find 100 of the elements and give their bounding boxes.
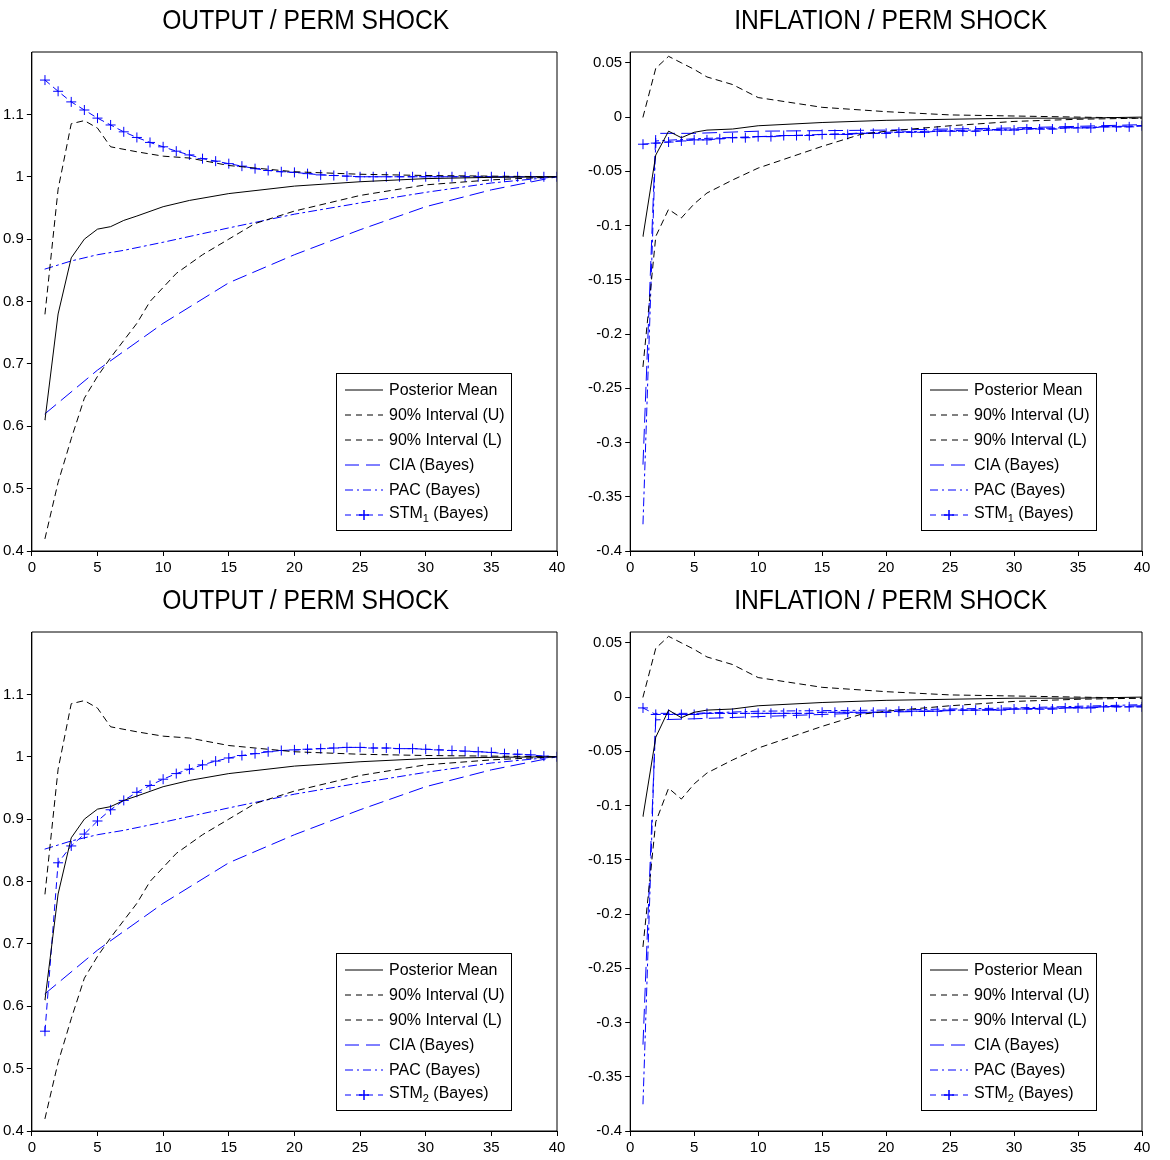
x-tick-label: 5: [689, 558, 699, 576]
y-tick-label: 0.4: [2, 1121, 24, 1139]
x-tick-label: 10: [154, 558, 172, 576]
y-tick-label: 0.9: [2, 809, 24, 827]
x-tick-label: 20: [877, 1138, 895, 1156]
x-tick-label: 40: [1133, 558, 1151, 576]
x-tick-label: 35: [483, 558, 500, 576]
y-tick-label: -0.15: [587, 269, 623, 287]
y-tick-label: -0.3: [596, 1012, 623, 1030]
y-tick-label: 0: [613, 687, 623, 705]
legend-label: CIA (Bayes): [389, 1035, 475, 1054]
x-tick-label: 25: [351, 558, 369, 576]
x-tick-label: 35: [483, 1138, 500, 1156]
legend-label: CIA (Bayes): [974, 1035, 1060, 1054]
legend-label: 90% Interval (L): [974, 430, 1087, 449]
y-tick-label: 1.1: [2, 104, 24, 122]
x-tick-label: 0: [626, 1138, 635, 1156]
x-tick-label: 5: [689, 1138, 699, 1156]
y-tick-label: 0.8: [2, 291, 24, 309]
y-tick-label: -0.2: [596, 324, 623, 342]
x-tick-label: 40: [1133, 1138, 1151, 1156]
y-tick-label: 0.05: [592, 632, 623, 650]
y-tick-label: 0.6: [2, 996, 24, 1014]
x-tick-label: 0: [27, 558, 37, 576]
chart-title: OUTPUT / PERM SHOCK: [161, 583, 451, 617]
legend-label: CIA (Bayes): [974, 455, 1060, 474]
y-tick-label: -0.25: [587, 958, 623, 976]
legend-label: STM$_{2}$ (Bayes): [389, 1084, 489, 1105]
x-tick-label: 25: [941, 1138, 959, 1156]
x-tick-label: 20: [286, 558, 303, 576]
y-tick-label: -0.2: [596, 904, 623, 922]
y-tick-label: 0.7: [2, 354, 24, 372]
y-tick-label: -0.15: [587, 849, 623, 867]
x-tick-label: 30: [1005, 1138, 1023, 1156]
x-tick-label: 30: [1005, 558, 1023, 576]
y-tick-label: 1.1: [2, 684, 24, 702]
x-tick-label: 15: [813, 558, 831, 576]
y-tick-label: -0.3: [596, 432, 623, 450]
legend-label: 90% Interval (U): [974, 405, 1090, 424]
x-tick-label: 15: [813, 1138, 831, 1156]
y-tick-label: 1: [15, 746, 24, 764]
y-tick-label: -0.25: [587, 378, 623, 396]
legend-label: PAC (Bayes): [974, 1060, 1066, 1079]
legend-label: STM$_{2}$ (Bayes): [974, 1084, 1074, 1105]
legend-label: 90% Interval (L): [974, 1010, 1087, 1029]
legend-label: STM$_{1}$ (Bayes): [974, 504, 1074, 525]
legend-label: Posterior Mean: [389, 960, 498, 979]
x-tick-label: 25: [351, 1138, 369, 1156]
y-tick-label: 0.5: [2, 1058, 24, 1076]
x-tick-label: 20: [286, 1138, 303, 1156]
legend-label: PAC (Bayes): [974, 480, 1066, 499]
legend-label: PAC (Bayes): [389, 480, 481, 499]
x-tick-label: 15: [220, 1138, 238, 1156]
x-tick-label: 0: [27, 1138, 37, 1156]
x-tick-label: 0: [626, 558, 635, 576]
x-tick-label: 15: [220, 558, 238, 576]
x-tick-label: 40: [548, 1138, 566, 1156]
legend-label: Posterior Mean: [389, 380, 498, 399]
y-tick-label: 0.8: [2, 871, 24, 889]
chart-title: INFLATION / PERM SHOCK: [733, 583, 1049, 617]
y-tick-label: -0.05: [587, 161, 623, 179]
legend-label: 90% Interval (U): [389, 405, 505, 424]
chart-title: INFLATION / PERM SHOCK: [733, 3, 1049, 37]
x-tick-label: 10: [749, 558, 767, 576]
x-tick-label: 30: [417, 1138, 435, 1156]
legend-label: 90% Interval (U): [974, 985, 1090, 1004]
legend-label: 90% Interval (L): [389, 1010, 502, 1029]
x-tick-label: 35: [1069, 1138, 1087, 1156]
x-tick-label: 20: [877, 558, 895, 576]
legend-label: PAC (Bayes): [389, 1060, 481, 1079]
y-tick-label: -0.35: [587, 1066, 623, 1084]
x-tick-label: 10: [154, 1138, 172, 1156]
y-tick-label: -0.4: [596, 541, 623, 559]
y-tick-label: 0.4: [2, 541, 24, 559]
y-tick-label: -0.1: [596, 795, 623, 813]
legend-label: 90% Interval (L): [389, 430, 502, 449]
y-tick-label: 0.9: [2, 229, 24, 247]
x-tick-label: 35: [1069, 558, 1087, 576]
y-tick-label: 0.7: [2, 934, 24, 952]
chart-title: OUTPUT / PERM SHOCK: [161, 3, 451, 37]
legend-label: Posterior Mean: [974, 960, 1083, 979]
x-tick-label: 10: [749, 1138, 767, 1156]
y-tick-label: 0: [613, 107, 623, 125]
x-tick-label: 5: [93, 1138, 102, 1156]
legend-label: 90% Interval (U): [389, 985, 505, 1004]
y-tick-label: 0.05: [592, 52, 623, 70]
x-tick-label: 5: [93, 558, 102, 576]
x-tick-label: 25: [941, 558, 959, 576]
y-tick-label: 0.6: [2, 416, 24, 434]
y-tick-label: 0.5: [2, 478, 24, 496]
legend-label: Posterior Mean: [974, 380, 1083, 399]
x-tick-label: 30: [417, 558, 435, 576]
y-tick-label: 1: [15, 166, 24, 184]
y-tick-label: -0.1: [596, 215, 623, 233]
y-tick-label: -0.35: [587, 486, 623, 504]
x-tick-label: 40: [548, 558, 566, 576]
y-tick-label: -0.05: [587, 741, 623, 759]
y-tick-label: -0.4: [596, 1121, 623, 1139]
legend-label: STM$_{1}$ (Bayes): [389, 504, 489, 525]
legend-label: CIA (Bayes): [389, 455, 475, 474]
